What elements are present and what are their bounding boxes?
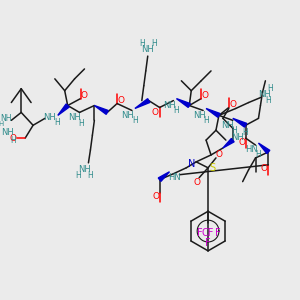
Text: O: O — [194, 178, 201, 187]
Text: O: O — [238, 138, 245, 147]
Polygon shape — [135, 99, 150, 109]
Text: NH: NH — [258, 90, 271, 99]
Text: H: H — [266, 96, 271, 105]
Text: NH: NH — [141, 45, 154, 54]
Text: NH: NH — [193, 111, 206, 120]
Polygon shape — [94, 106, 108, 114]
Text: H: H — [11, 136, 16, 145]
Text: NH: NH — [68, 113, 81, 122]
Text: HN: HN — [168, 173, 181, 182]
Text: H: H — [242, 128, 247, 137]
Text: O: O — [81, 91, 88, 100]
Text: H: H — [268, 84, 273, 93]
Text: NH: NH — [231, 133, 244, 142]
Text: H: H — [256, 150, 261, 159]
Text: F: F — [197, 228, 203, 238]
Text: H: H — [139, 39, 145, 48]
Polygon shape — [259, 143, 270, 154]
Text: H: H — [151, 39, 157, 48]
Text: NH: NH — [44, 113, 56, 122]
Text: HN: HN — [245, 146, 258, 154]
Text: H: H — [79, 119, 84, 128]
Text: O: O — [10, 134, 17, 142]
Text: H: H — [231, 126, 237, 135]
Text: H: H — [173, 106, 179, 115]
Polygon shape — [58, 104, 69, 116]
Text: F: F — [205, 238, 211, 248]
Text: H: H — [76, 171, 81, 180]
Polygon shape — [158, 172, 169, 182]
Text: NH: NH — [78, 165, 91, 174]
Text: NH: NH — [122, 111, 134, 120]
Text: S: S — [209, 163, 215, 173]
Polygon shape — [176, 99, 190, 107]
Polygon shape — [223, 138, 234, 148]
Polygon shape — [233, 118, 247, 127]
Polygon shape — [206, 109, 220, 117]
Text: NH: NH — [1, 114, 12, 123]
Text: F: F — [215, 228, 221, 238]
Text: H: H — [54, 118, 60, 127]
Text: H: H — [132, 116, 138, 125]
Text: O: O — [151, 108, 158, 117]
Text: H: H — [88, 171, 93, 180]
Text: O: O — [215, 150, 222, 159]
Text: NH: NH — [221, 121, 234, 130]
Text: H: H — [0, 121, 4, 127]
Text: O: O — [152, 192, 159, 201]
Text: H: H — [203, 116, 209, 125]
Text: O: O — [229, 100, 236, 109]
Text: CF: CF — [202, 228, 214, 238]
Text: O: O — [261, 164, 268, 173]
Text: NH: NH — [163, 101, 176, 110]
Text: NH: NH — [1, 128, 14, 137]
Text: O: O — [202, 91, 208, 100]
Text: O: O — [118, 96, 124, 105]
Text: N: N — [188, 159, 195, 169]
